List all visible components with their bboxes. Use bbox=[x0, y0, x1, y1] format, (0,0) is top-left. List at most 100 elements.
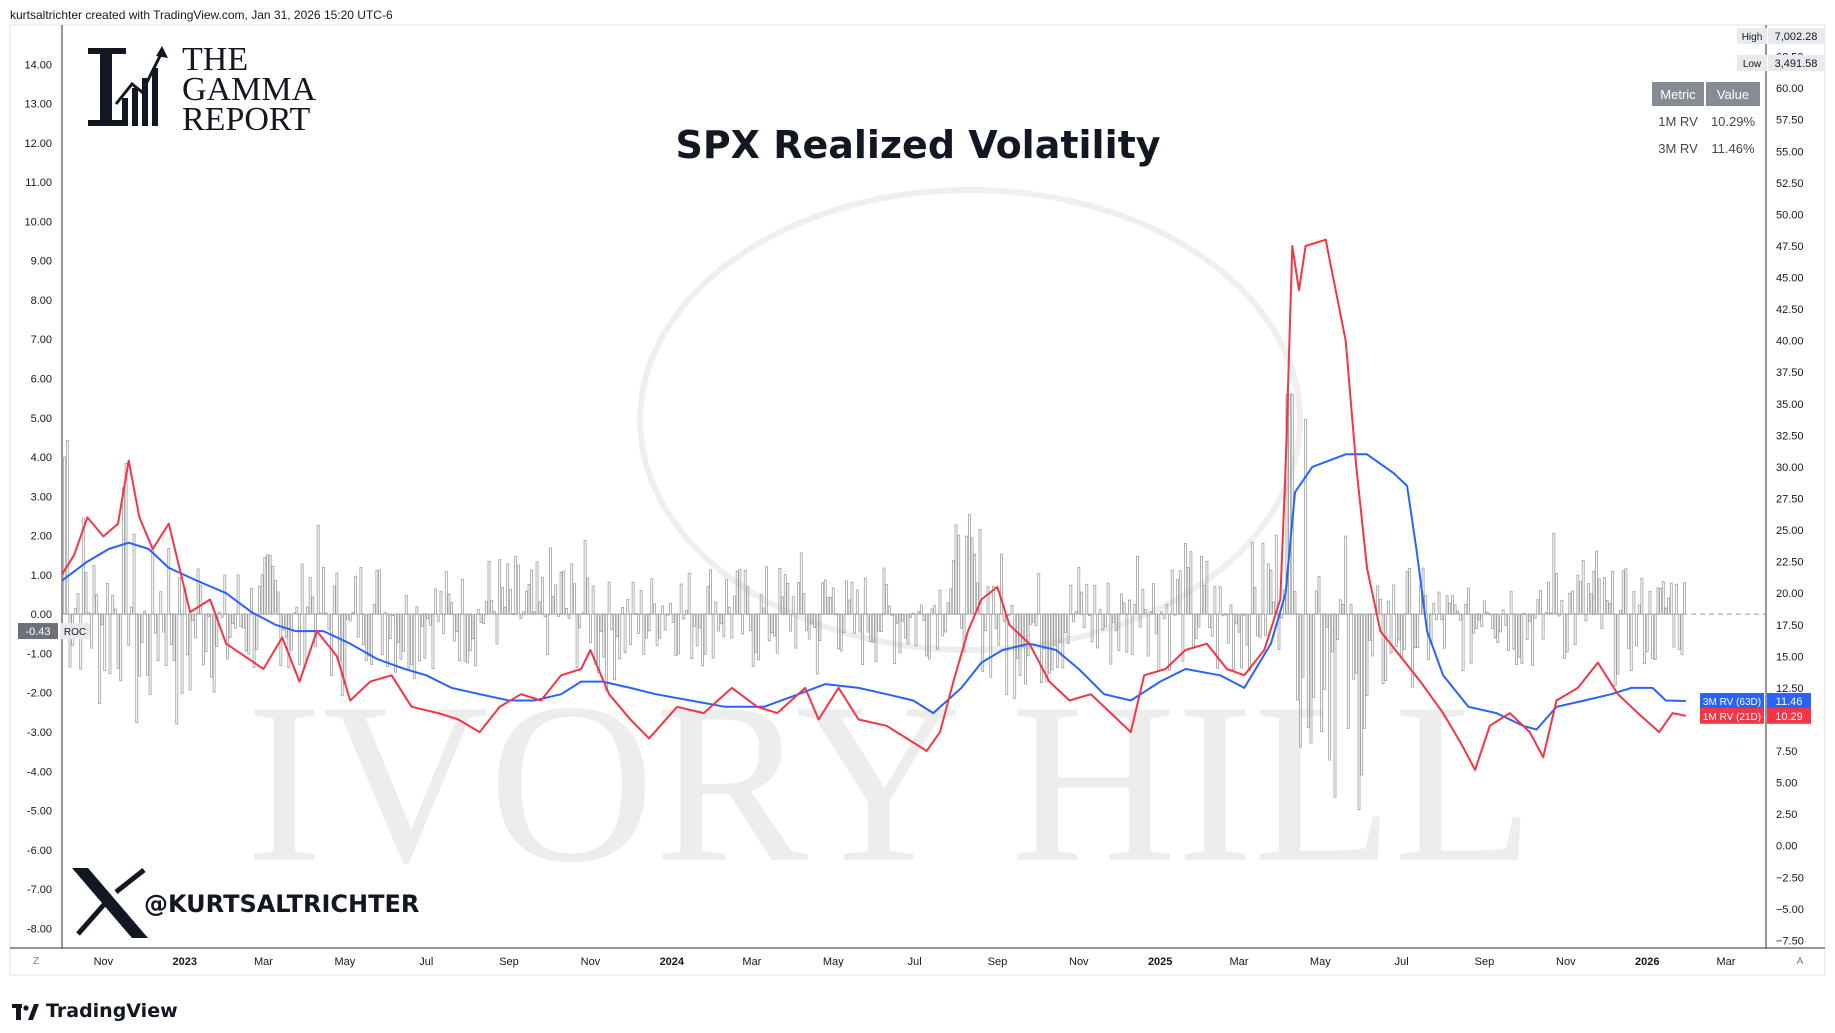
roc-bar bbox=[1397, 613, 1401, 641]
roc-bar bbox=[1301, 613, 1305, 678]
left-axis-ticks: 14.00 13.00 12.00 11.00 10.00 9.00 8.00 7.00 6.0… bbox=[24, 59, 52, 935]
roc-bar bbox=[244, 613, 248, 652]
roc-bar bbox=[1293, 591, 1297, 615]
roc-bar bbox=[362, 613, 365, 646]
time-tick-label: Mar bbox=[1716, 956, 1735, 968]
roc-bar bbox=[188, 613, 192, 691]
roc-bar bbox=[1525, 613, 1529, 640]
roc-bar bbox=[1098, 609, 1102, 615]
time-tick-label: 2025 bbox=[1148, 956, 1172, 968]
right-tick-label: 57.50 bbox=[1776, 115, 1804, 127]
roc-bar bbox=[452, 613, 456, 642]
roc-bar bbox=[1416, 613, 1420, 649]
roc-bar bbox=[311, 596, 315, 615]
roc-bar bbox=[789, 613, 792, 632]
roc-bar bbox=[322, 567, 325, 615]
roc-bar bbox=[1541, 613, 1545, 640]
metrics-row-1-metric: 1M RV bbox=[1658, 114, 1698, 129]
roc-bar bbox=[116, 613, 120, 669]
roc-bar bbox=[706, 586, 710, 615]
roc-bar bbox=[1376, 585, 1380, 615]
roc-bar bbox=[1058, 613, 1062, 643]
roc-bar bbox=[404, 594, 408, 615]
roc-bar bbox=[690, 613, 694, 660]
roc-bar bbox=[805, 613, 808, 631]
roc-bar bbox=[778, 567, 782, 615]
roc-bar bbox=[951, 560, 955, 615]
roc-bar bbox=[396, 613, 400, 643]
roc-bar bbox=[1152, 583, 1155, 615]
roc-bar bbox=[1370, 613, 1374, 657]
roc-bar bbox=[564, 607, 568, 615]
roc-bar bbox=[1037, 573, 1041, 615]
roc-histogram bbox=[63, 393, 1687, 810]
roc-bar bbox=[877, 613, 881, 632]
last-label-3m-name: 3M RV (63D) bbox=[1703, 697, 1761, 708]
roc-bar bbox=[1205, 560, 1209, 615]
left-tick-label: 10.00 bbox=[24, 216, 52, 228]
auto-scale-button[interactable]: A bbox=[1797, 956, 1804, 967]
roc-bar bbox=[1202, 585, 1206, 615]
roc-bar bbox=[962, 613, 966, 653]
roc-bar bbox=[1330, 613, 1334, 653]
roc-bar bbox=[1483, 600, 1486, 615]
roc-bar bbox=[845, 580, 849, 615]
roc-bar bbox=[95, 594, 99, 615]
roc-bar bbox=[1549, 612, 1553, 615]
roc-bar bbox=[492, 611, 496, 615]
roc-bar bbox=[540, 577, 544, 615]
log-scale-button[interactable]: Z bbox=[33, 956, 39, 967]
roc-bar bbox=[981, 613, 985, 672]
roc-bar bbox=[247, 613, 251, 655]
last-label-1m-name-box bbox=[1700, 707, 1764, 724]
roc-bar bbox=[1280, 613, 1284, 619]
roc-bar bbox=[1645, 613, 1649, 652]
right-tick-label: 12.50 bbox=[1776, 683, 1804, 695]
roc-bar bbox=[316, 524, 320, 615]
roc-bar bbox=[679, 583, 683, 615]
left-tick-label: -1.00 bbox=[27, 648, 52, 660]
roc-bar bbox=[1221, 613, 1225, 617]
roc-bar bbox=[631, 581, 635, 615]
left-tick-label: 3.00 bbox=[31, 491, 52, 503]
roc-bar bbox=[370, 613, 373, 665]
roc-bar bbox=[943, 613, 947, 633]
roc-bar bbox=[223, 574, 227, 615]
roc-bar bbox=[674, 613, 678, 656]
roc-bar bbox=[1000, 553, 1003, 615]
roc-bar bbox=[538, 601, 542, 615]
roc-bar bbox=[1256, 613, 1260, 637]
roc-bar bbox=[741, 613, 744, 635]
high-label: High bbox=[1742, 32, 1763, 43]
roc-bar bbox=[1240, 613, 1243, 669]
roc-bar bbox=[1563, 613, 1566, 659]
roc-bar bbox=[917, 611, 921, 615]
roc-bar bbox=[1637, 604, 1641, 615]
time-tick-label: May bbox=[823, 956, 844, 968]
roc-bar bbox=[1002, 613, 1006, 622]
roc-bar bbox=[76, 593, 80, 615]
roc-bar bbox=[119, 613, 123, 682]
roc-bar bbox=[1216, 613, 1219, 669]
tradingview-footer[interactable]: TradingView bbox=[12, 1000, 178, 1022]
roc-bar bbox=[938, 589, 942, 615]
roc-bar bbox=[1336, 613, 1340, 641]
roc-bar bbox=[621, 607, 624, 615]
roc-bar bbox=[1635, 613, 1638, 647]
roc-bar bbox=[1272, 601, 1276, 615]
right-tick-label: 35.00 bbox=[1776, 399, 1804, 411]
roc-bar bbox=[709, 569, 712, 615]
roc-bar bbox=[738, 568, 742, 615]
left-tick-label: -4.00 bbox=[27, 766, 52, 778]
roc-bar bbox=[164, 613, 168, 667]
roc-bar bbox=[991, 585, 995, 615]
right-tick-label: −7.50 bbox=[1776, 935, 1804, 947]
roc-bar bbox=[228, 613, 232, 638]
roc-bar bbox=[1581, 559, 1585, 615]
roc-name-box bbox=[60, 623, 90, 640]
roc-bar bbox=[906, 613, 910, 645]
roc-bar bbox=[255, 613, 259, 650]
roc-bar bbox=[1584, 613, 1588, 622]
roc-bar bbox=[639, 590, 643, 615]
